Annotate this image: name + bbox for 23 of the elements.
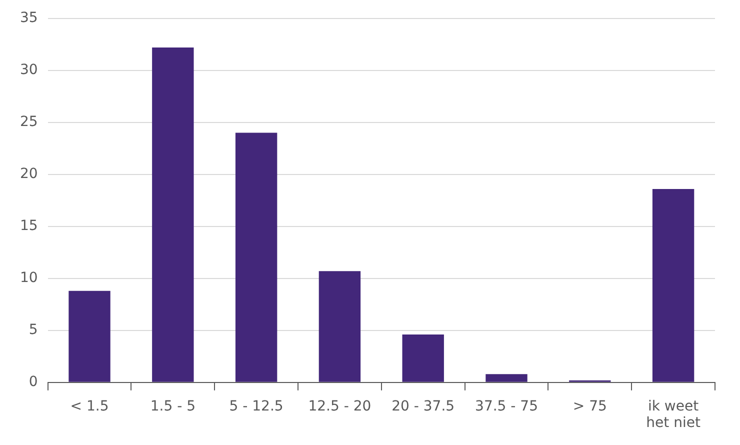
bar: [68, 290, 110, 382]
y-tick-label: 25: [20, 114, 38, 130]
y-tick-label: 35: [20, 10, 38, 26]
y-tick-label: 0: [28, 374, 38, 390]
y-tick-label: 20: [20, 166, 38, 182]
x-tick-label: ik weet het niet: [646, 398, 701, 432]
x-tick-label: 1.5 - 5: [150, 398, 196, 414]
y-tick-label: 5: [28, 322, 38, 338]
x-tick-label: < 1.5: [70, 398, 109, 414]
x-tick-label: > 75: [572, 398, 607, 414]
x-tick-label: 20 - 37.5: [392, 398, 455, 414]
bar: [402, 334, 444, 382]
y-tick-label: 15: [20, 218, 38, 234]
bar: [152, 48, 194, 382]
x-tick-label: 5 - 12.5: [229, 398, 284, 414]
x-tick-label: 37.5 - 75: [475, 398, 538, 414]
x-tick-label: 12.5 - 20: [308, 398, 372, 414]
y-tick-label: 30: [20, 62, 38, 78]
y-tick-label: 10: [20, 270, 38, 286]
bar: [318, 271, 361, 382]
bar: [652, 188, 694, 382]
bar: [235, 132, 278, 382]
bar: [486, 374, 528, 382]
